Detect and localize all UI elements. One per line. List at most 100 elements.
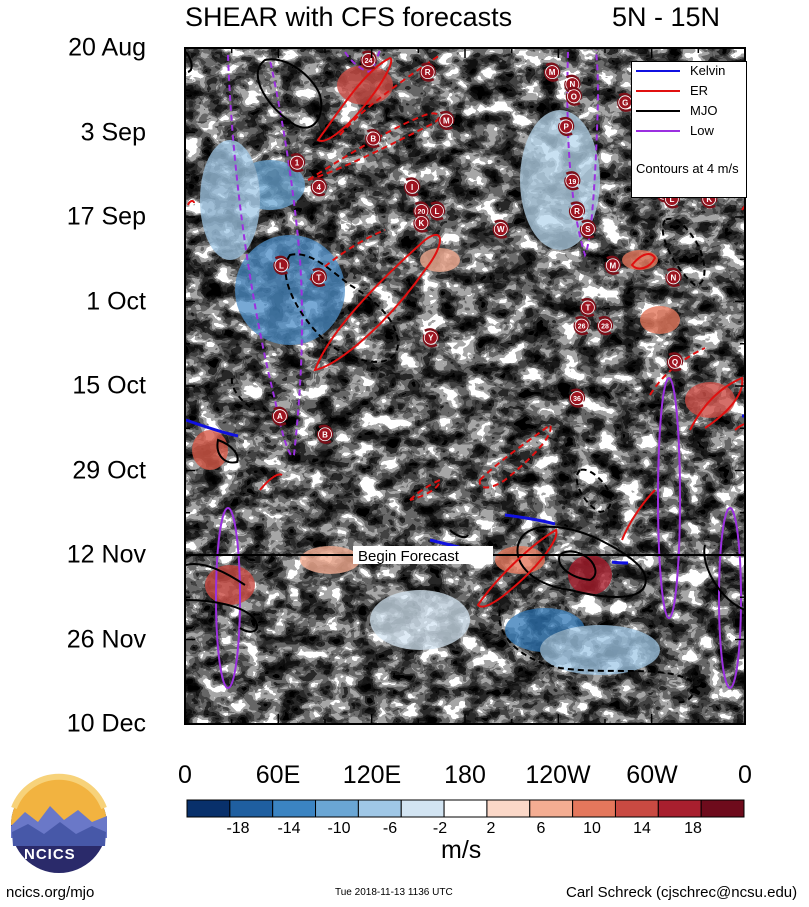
y-tick-label: 12 Nov [66, 540, 146, 569]
storm-marker: P [558, 116, 575, 136]
storm-label: P [563, 122, 569, 131]
storm-dot [668, 354, 682, 369]
storm-label: Q [672, 358, 678, 367]
storm-marker: M [604, 255, 621, 275]
storm-marker: N [665, 267, 682, 287]
storm-dot [311, 179, 326, 194]
colorbar-segment [357, 799, 402, 818]
colorbar-tick-label: 6 [536, 820, 546, 837]
colorbar-segment [486, 799, 531, 818]
storm-dot [565, 173, 580, 188]
chart-title: SHEAR with CFS forecasts [185, 2, 513, 32]
storm-label: G [622, 98, 628, 107]
storm-label: 28 [601, 324, 609, 331]
storm-label: L [669, 195, 674, 204]
x-tick-label: 60E [255, 761, 301, 789]
colorbar-tick-label: -10 [327, 820, 351, 837]
storm-marker: L [428, 201, 446, 221]
legend-label: MJO [690, 103, 718, 118]
storm-label: T [316, 273, 321, 282]
colorbar-segment [400, 799, 445, 818]
storm-label: T [585, 304, 590, 313]
legend-item-mjo: MJO [632, 102, 746, 120]
legend-label: Kelvin [690, 63, 726, 78]
storm-marker: K [413, 213, 430, 233]
storm-dot [566, 89, 581, 104]
footer-author: Carl Schreck (cjschrec@ncsu.edu) [566, 884, 798, 901]
storm-label: K [419, 219, 425, 228]
y-tick-label: 10 Dec [66, 709, 146, 738]
storm-marker: T [579, 298, 596, 318]
storm-dot [493, 222, 508, 236]
storm-marker: 19 [564, 171, 581, 191]
storm-dot [423, 330, 438, 345]
storm-label: W [497, 225, 505, 234]
storm-marker: B [365, 129, 382, 149]
storm-marker: 36 [568, 388, 586, 408]
storm-label: 24 [365, 58, 373, 65]
x-tick-label: 180 [444, 761, 486, 789]
storm-dot [318, 427, 332, 442]
storm-label: R [574, 207, 580, 216]
footer-site-link[interactable]: ncics.org/mjo [6, 884, 95, 901]
storm-marker: 28 [596, 316, 614, 336]
colorbar-segment [529, 799, 574, 818]
colorbar-tick-label: 2 [486, 820, 496, 837]
legend-item-kelvin: Kelvin [632, 62, 746, 80]
storm-label: A [277, 412, 283, 421]
storm-label: K [706, 195, 712, 204]
storm-dot [605, 258, 620, 273]
storm-label: R [425, 68, 431, 77]
storm-markers: 24RMNOGMPB1194I11LKR20LKWSMLTNT2628YQ36A… [271, 50, 718, 444]
legend-item-low: Low [632, 122, 746, 140]
storm-marker: M [438, 110, 455, 130]
legend-label: ER [690, 83, 709, 98]
legend-swatch [636, 90, 680, 92]
x-tick-label: 120W [525, 761, 591, 789]
storm-dot [574, 318, 589, 333]
colorbar-segment [272, 799, 317, 818]
colorbar-segment [443, 799, 488, 818]
colorbar-segment [572, 799, 616, 818]
colorbar-segment [186, 799, 231, 818]
storm-label: M [443, 116, 450, 125]
storm-dot [414, 216, 429, 230]
storm-label: L [435, 207, 440, 216]
storm-label: Y [428, 334, 434, 343]
er-contours [187, 54, 745, 608]
colorbar [186, 799, 745, 818]
storm-dot [272, 409, 287, 424]
ncics-logo [11, 773, 107, 873]
storm-marker: I [404, 177, 421, 197]
x-tick-label: 0 [738, 761, 752, 789]
y-tick-label: 20 Aug [68, 33, 146, 62]
storm-label: B [322, 430, 328, 439]
legend-swatch [636, 110, 680, 112]
storm-label: B [370, 135, 376, 144]
storm-dot [666, 270, 681, 285]
storm-dot [290, 155, 304, 170]
colorbar-tick-label: 14 [633, 820, 651, 837]
storm-marker: W [492, 219, 509, 239]
storm-label: M [609, 261, 616, 270]
y-tick-label: 1 Oct [86, 287, 146, 316]
storm-marker: L [273, 255, 290, 275]
x-tick-label: 120E [342, 761, 402, 789]
storm-label: O [571, 92, 577, 101]
legend-swatch [636, 70, 680, 72]
legend: Kelvin ER MJO Low Contours at 4 m/s [631, 61, 747, 198]
colorbar-units: m/s [441, 836, 482, 864]
logo-text: NCICS [24, 846, 76, 863]
storm-marker: 26 [573, 316, 590, 336]
x-tick-label: 60W [626, 761, 678, 789]
storm-marker: T [310, 267, 327, 287]
storm-label: N [671, 273, 677, 282]
colorbar-segment [657, 799, 702, 818]
storm-dot [580, 300, 595, 315]
legend-item-er: ER [632, 82, 746, 100]
legend-label: Low [690, 123, 714, 138]
storm-marker: R [419, 62, 436, 82]
y-tick-label: 3 Sep [80, 118, 146, 147]
forecast-label: Begin Forecast [358, 548, 460, 565]
storm-marker: B [316, 424, 334, 444]
